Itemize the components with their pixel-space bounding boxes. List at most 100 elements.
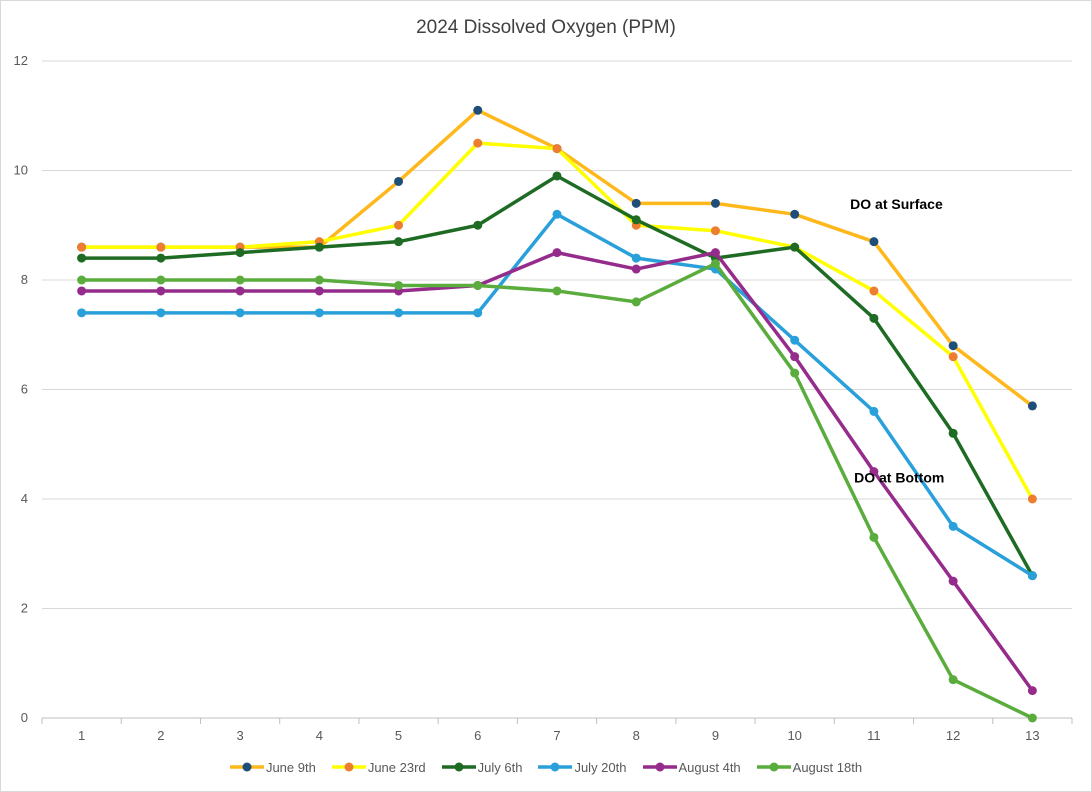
- annotations: DO at Surface DO at Bottom: [850, 196, 944, 486]
- data-point: [394, 308, 404, 318]
- data-point: [156, 275, 166, 285]
- y-tick-label: 6: [21, 382, 28, 397]
- data-point: [948, 576, 958, 586]
- data-point: [77, 308, 87, 318]
- data-point: [710, 259, 720, 269]
- data-point: [790, 368, 800, 378]
- x-tick-label: 2: [157, 728, 164, 743]
- data-point: [77, 253, 87, 263]
- y-tick-label: 2: [21, 601, 28, 616]
- data-point: [869, 467, 879, 477]
- series-4: [77, 209, 1037, 581]
- data-point: [394, 237, 404, 247]
- data-point: [1027, 401, 1037, 411]
- legend-item: June 9th: [229, 758, 316, 776]
- data-point: [473, 138, 483, 148]
- legend-swatch: [229, 762, 264, 772]
- data-point: [869, 286, 879, 296]
- data-point: [869, 532, 879, 542]
- data-point: [235, 248, 245, 258]
- x-axis: 1 2 3 4 5 6 7 8 9 10 11 12 13: [41, 717, 1073, 743]
- legend-swatch-marker: [550, 762, 560, 772]
- data-point: [948, 521, 958, 531]
- legend-swatch-marker: [344, 762, 354, 772]
- legend-item: July 6th: [441, 758, 523, 776]
- series-line: [81, 108, 1034, 408]
- data-point: [235, 275, 245, 285]
- data-point: [156, 308, 166, 318]
- data-point: [314, 286, 324, 296]
- data-point: [314, 242, 324, 252]
- y-tick-label: 0: [21, 710, 28, 725]
- data-point: [790, 335, 800, 345]
- legend-item: August 18th: [756, 758, 863, 776]
- data-point: [631, 264, 641, 274]
- data-point: [710, 248, 720, 258]
- data-point: [552, 286, 562, 296]
- data-point: [156, 242, 166, 252]
- annotation-label: DO at Bottom: [854, 470, 944, 486]
- data-point: [473, 105, 483, 115]
- data-point: [948, 675, 958, 685]
- x-tick-label: 12: [946, 728, 960, 743]
- chart-title: 2024 Dissolved Oxygen (PPM): [416, 17, 676, 38]
- x-tick-label: 4: [316, 728, 323, 743]
- x-tick-label: 6: [474, 728, 481, 743]
- data-point: [394, 280, 404, 290]
- y-tick-label: 8: [21, 272, 28, 287]
- data-point: [473, 308, 483, 318]
- data-point: [790, 352, 800, 362]
- data-point: [473, 220, 483, 230]
- series-3: [77, 171, 1037, 581]
- data-point: [473, 280, 483, 290]
- x-tick-label: 7: [553, 728, 560, 743]
- x-tick-label: 10: [787, 728, 801, 743]
- series-line: [81, 212, 1034, 578]
- data-point: [156, 253, 166, 263]
- gridlines: [42, 60, 1072, 609]
- legend-label: July 6th: [477, 759, 523, 775]
- data-point: [790, 242, 800, 252]
- legend: June 9th June 23rd July 6th July 20th August…: [0, 758, 1092, 776]
- series-line: [81, 174, 1034, 577]
- x-tick-label: 13: [1025, 728, 1039, 743]
- y-tick-label: 12: [14, 53, 28, 68]
- legend-label: August 4th: [678, 759, 741, 775]
- legend-label: July 20th: [574, 759, 627, 775]
- data-point: [235, 308, 245, 318]
- legend-swatch-marker: [242, 762, 252, 772]
- data-point: [314, 308, 324, 318]
- data-point: [1027, 686, 1037, 696]
- legend-swatch-marker: [769, 762, 779, 772]
- data-point: [77, 242, 87, 252]
- series-5: [77, 248, 1037, 696]
- data-point: [314, 275, 324, 285]
- legend-swatch-marker: [655, 762, 664, 772]
- legend-swatch: [538, 762, 573, 772]
- data-point: [631, 297, 641, 307]
- legend-swatch: [756, 762, 791, 772]
- y-tick-label: 4: [21, 491, 28, 506]
- data-point: [552, 171, 562, 181]
- data-point: [552, 248, 562, 258]
- y-tick-label: 10: [14, 163, 28, 178]
- legend-swatch-marker: [454, 762, 464, 772]
- legend-label: June 23rd: [367, 759, 426, 775]
- data-point: [77, 275, 87, 285]
- x-tick-label: 1: [78, 728, 85, 743]
- data-point: [869, 406, 879, 416]
- data-point: [631, 253, 641, 263]
- data-point: [1027, 494, 1037, 504]
- data-point: [394, 176, 404, 186]
- x-tick-label: 9: [712, 728, 719, 743]
- data-point: [790, 209, 800, 219]
- data-point: [394, 220, 404, 230]
- legend-label: August 18th: [792, 759, 863, 775]
- legend-item: August 4th: [642, 758, 741, 776]
- data-point: [77, 286, 87, 296]
- data-point: [710, 198, 720, 208]
- data-point: [631, 215, 641, 225]
- legend-swatch: [331, 762, 366, 772]
